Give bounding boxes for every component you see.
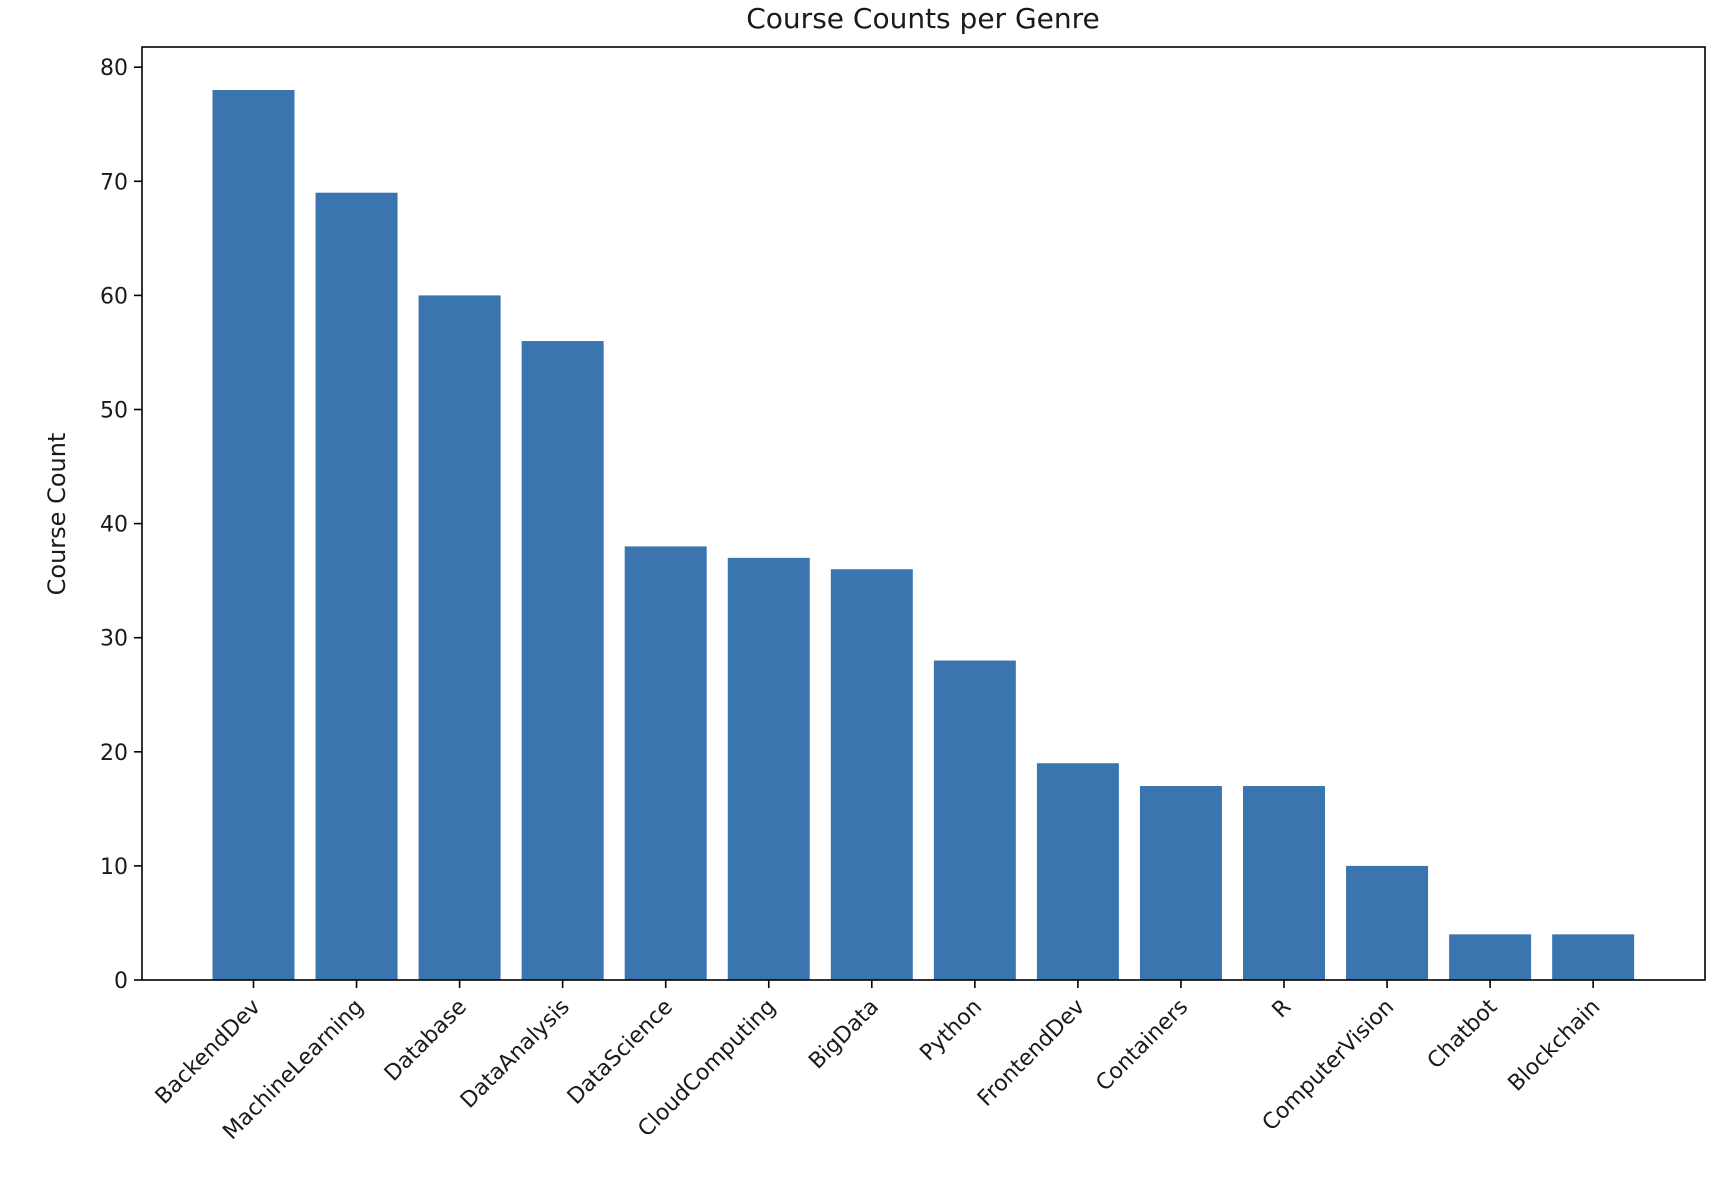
y-tick-label: 0 xyxy=(114,969,128,994)
x-tick-label: Chatbot xyxy=(1423,994,1503,1074)
bar-python xyxy=(933,660,1016,980)
y-tick-label: 30 xyxy=(100,627,128,652)
y-tick-label: 60 xyxy=(100,284,128,309)
x-tick-label: Blockchain xyxy=(1504,995,1606,1097)
bar-blockchain xyxy=(1552,934,1635,980)
bars-group xyxy=(212,90,1635,980)
y-tick-label: 20 xyxy=(100,741,128,766)
bar-chatbot xyxy=(1449,934,1532,980)
y-tick-label: 10 xyxy=(100,855,128,880)
y-tick-label: 70 xyxy=(100,170,128,195)
bar-dataanalysis xyxy=(521,341,604,980)
y-tick-label: 80 xyxy=(100,56,128,81)
bar-backenddev xyxy=(212,90,295,980)
x-tick-label: FrontendDev xyxy=(973,995,1090,1112)
x-tick-label: BigData xyxy=(804,995,884,1075)
x-tick-label: BackendDev xyxy=(151,995,266,1110)
bar-computervision xyxy=(1346,865,1429,980)
chart-title: Course Counts per Genre xyxy=(746,2,1100,35)
y-tick-label: 40 xyxy=(100,513,128,538)
bar-database xyxy=(418,295,501,980)
x-tick-label: R xyxy=(1268,995,1296,1023)
bar-containers xyxy=(1139,786,1222,980)
bar-cloudcomputing xyxy=(727,557,810,980)
bar-datascience xyxy=(624,546,707,980)
bar-frontenddev xyxy=(1036,763,1119,980)
y-tick-label: 50 xyxy=(100,399,128,424)
x-tick-label: Containers xyxy=(1091,995,1193,1097)
x-tick-label: DataAnalysis xyxy=(456,995,575,1114)
bar-machinelearning xyxy=(315,192,398,980)
bar-bigdata xyxy=(830,569,913,980)
y-axis-ticks: 0 10 20 30 40 50 60 70 80 xyxy=(100,56,142,994)
bar-r xyxy=(1243,786,1325,980)
x-tick-label: Python xyxy=(915,995,987,1067)
x-tick-label: Database xyxy=(380,995,472,1087)
plot-frame xyxy=(141,46,1706,981)
x-tick-label: DataScience xyxy=(563,995,678,1110)
y-axis-label: Course Count xyxy=(43,433,71,596)
